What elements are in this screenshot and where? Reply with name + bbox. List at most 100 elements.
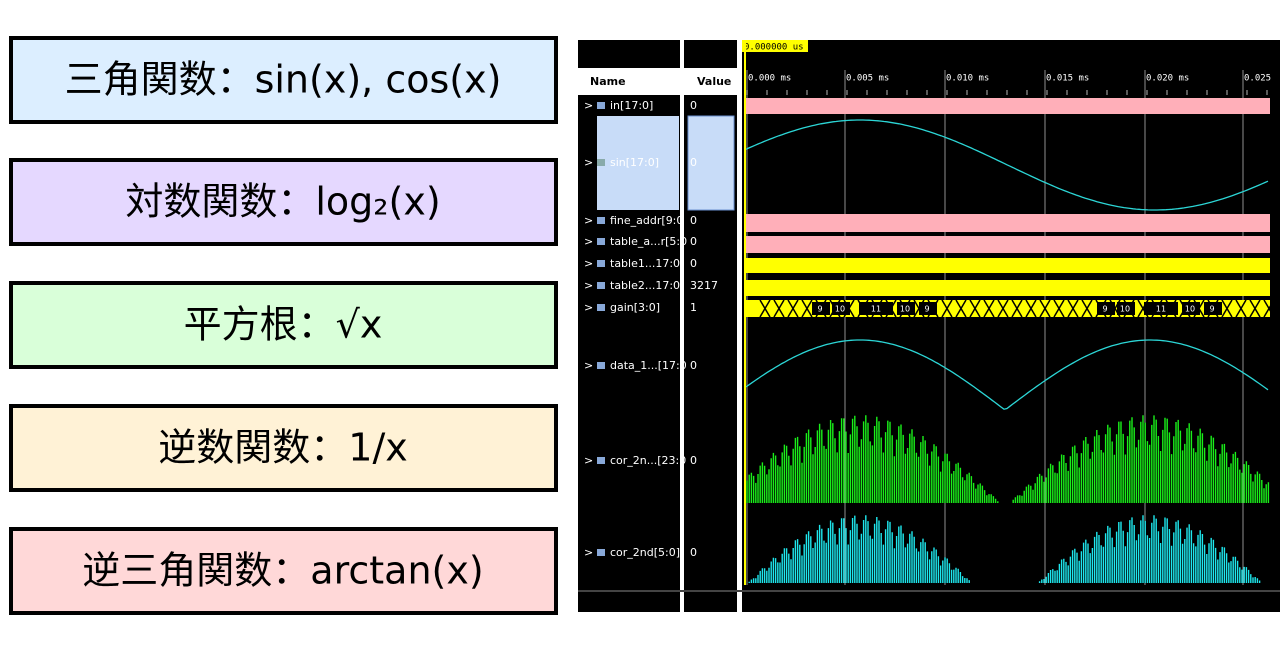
- bus-segment: [1182, 302, 1200, 315]
- bus-wave: [746, 236, 1270, 253]
- sin-wave: [745, 119, 1269, 211]
- signal-name: sin[17:0]: [610, 156, 659, 169]
- signal-value: 1: [690, 301, 697, 314]
- time-label: 0.015 ms: [1046, 74, 1089, 84]
- bus-segment: [1144, 302, 1178, 315]
- bus-transition: [1221, 299, 1233, 318]
- gain-label: 10: [1120, 305, 1130, 314]
- time-label: 0.020 ms: [1146, 74, 1189, 84]
- bus-transition: [787, 299, 799, 318]
- divider: [578, 590, 1280, 592]
- bus-segment: [919, 302, 937, 315]
- bus-transition: [983, 299, 995, 318]
- signal-name: table2...17:0]: [610, 279, 684, 292]
- label-box: [9, 281, 558, 369]
- label-text: 逆三角関数：arctan(x): [82, 549, 483, 593]
- label-text: 三角関数：sin(x), cos(x): [65, 58, 502, 102]
- gain-label: 9: [1209, 305, 1214, 314]
- bus-segment: [1117, 302, 1135, 315]
- gain-label: 9: [817, 305, 822, 314]
- chevron: >: [584, 359, 593, 372]
- bus-transition: [773, 299, 785, 318]
- chevron: >: [584, 279, 593, 292]
- signal-icon: [597, 102, 605, 109]
- bus-transition: [969, 299, 981, 318]
- label-text: 逆数関数：1/x: [158, 426, 407, 470]
- signal-name: data_1...[17:0: [610, 359, 687, 372]
- time-label: 0.005 ms: [846, 74, 889, 84]
- signal-name: table1...17:0]: [610, 257, 684, 270]
- bus-transition: [1053, 299, 1065, 318]
- time-label: 0.000 ms: [748, 74, 791, 84]
- signal-icon: [597, 304, 605, 311]
- waves: 0.000 ms 0.005 ms 0.010 ms 0.015 ms 0.020 ms…: [584, 70, 1275, 585]
- bus-wave: [746, 258, 1270, 273]
- chevron: >: [584, 454, 593, 467]
- bus-transition: [1039, 299, 1051, 318]
- signal-value: 0: [690, 156, 697, 169]
- gain-label: 9: [924, 305, 929, 314]
- bus-segment: [859, 302, 893, 315]
- gain-label: 9: [1102, 305, 1107, 314]
- bus-segment: [1204, 302, 1222, 315]
- signal-name: cor_2n...[23:0: [610, 454, 686, 467]
- bus-segment: [897, 302, 915, 315]
- signal-name: in[17:0]: [610, 99, 653, 112]
- header-name: Name: [590, 75, 626, 88]
- bus-segment: [1097, 302, 1115, 315]
- bus-transition: [955, 299, 967, 318]
- signal-value: 0: [690, 235, 697, 248]
- bus-transition: [941, 299, 953, 318]
- bus-transition: [1011, 299, 1023, 318]
- bus-segment: [812, 302, 830, 315]
- data-wave: [745, 339, 1269, 410]
- signal-icon: [597, 282, 605, 289]
- selection: [687, 115, 735, 211]
- chevron: >: [584, 257, 593, 270]
- chevron: >: [584, 546, 593, 559]
- cursor-label-bg: [742, 40, 808, 52]
- label-panel: 三角関数：sin(x), cos(x) 対数関数：log₂(x) 平方根：√x 逆数関…: [9, 36, 558, 615]
- bus-wave: [746, 98, 1270, 114]
- label-text: 平方根：√x: [184, 303, 383, 347]
- selection: [597, 116, 679, 210]
- label-box: [9, 404, 558, 492]
- cursor-label: 0.000000 us: [744, 43, 804, 53]
- signal-name: table_a...r[5:0: [610, 235, 687, 248]
- separator: [680, 40, 684, 612]
- time-label: 0.010 ms: [946, 74, 989, 84]
- bus-transition: [801, 299, 813, 318]
- signal-value: 0: [690, 99, 697, 112]
- signal-icon: [597, 549, 605, 556]
- gain-label: 11: [1156, 305, 1166, 314]
- header-value-bg: [684, 68, 737, 95]
- cursor: [744, 40, 746, 585]
- chevron: >: [584, 99, 593, 112]
- bus-transition: [759, 299, 771, 318]
- chevron: >: [584, 301, 593, 314]
- gain-label: 10: [1185, 305, 1195, 314]
- chevron: >: [584, 235, 593, 248]
- label-box: [9, 158, 558, 246]
- separator: [737, 40, 742, 612]
- signal-name: cor_2nd[5:0]: [610, 546, 680, 559]
- signal-icon: [597, 457, 605, 464]
- label-box: [9, 527, 558, 615]
- chevron: >: [584, 214, 593, 227]
- signal-icon: [597, 217, 605, 224]
- label-box: [9, 36, 558, 124]
- bus-transition: [1235, 299, 1247, 318]
- gain-label: 10: [900, 305, 910, 314]
- bus-wave: [746, 214, 1270, 232]
- signal-value: 3217: [690, 279, 718, 292]
- signal-icon: [597, 159, 605, 166]
- signal-name: gain[3:0]: [610, 301, 660, 314]
- bus-wave: [746, 280, 1270, 296]
- signal-icon: [597, 260, 605, 267]
- time-label: 0.025: [1244, 74, 1271, 84]
- chevron: >: [584, 156, 593, 169]
- bus-segment: [832, 302, 850, 315]
- bus-transition: [1025, 299, 1037, 318]
- bus-transition: [1249, 299, 1261, 318]
